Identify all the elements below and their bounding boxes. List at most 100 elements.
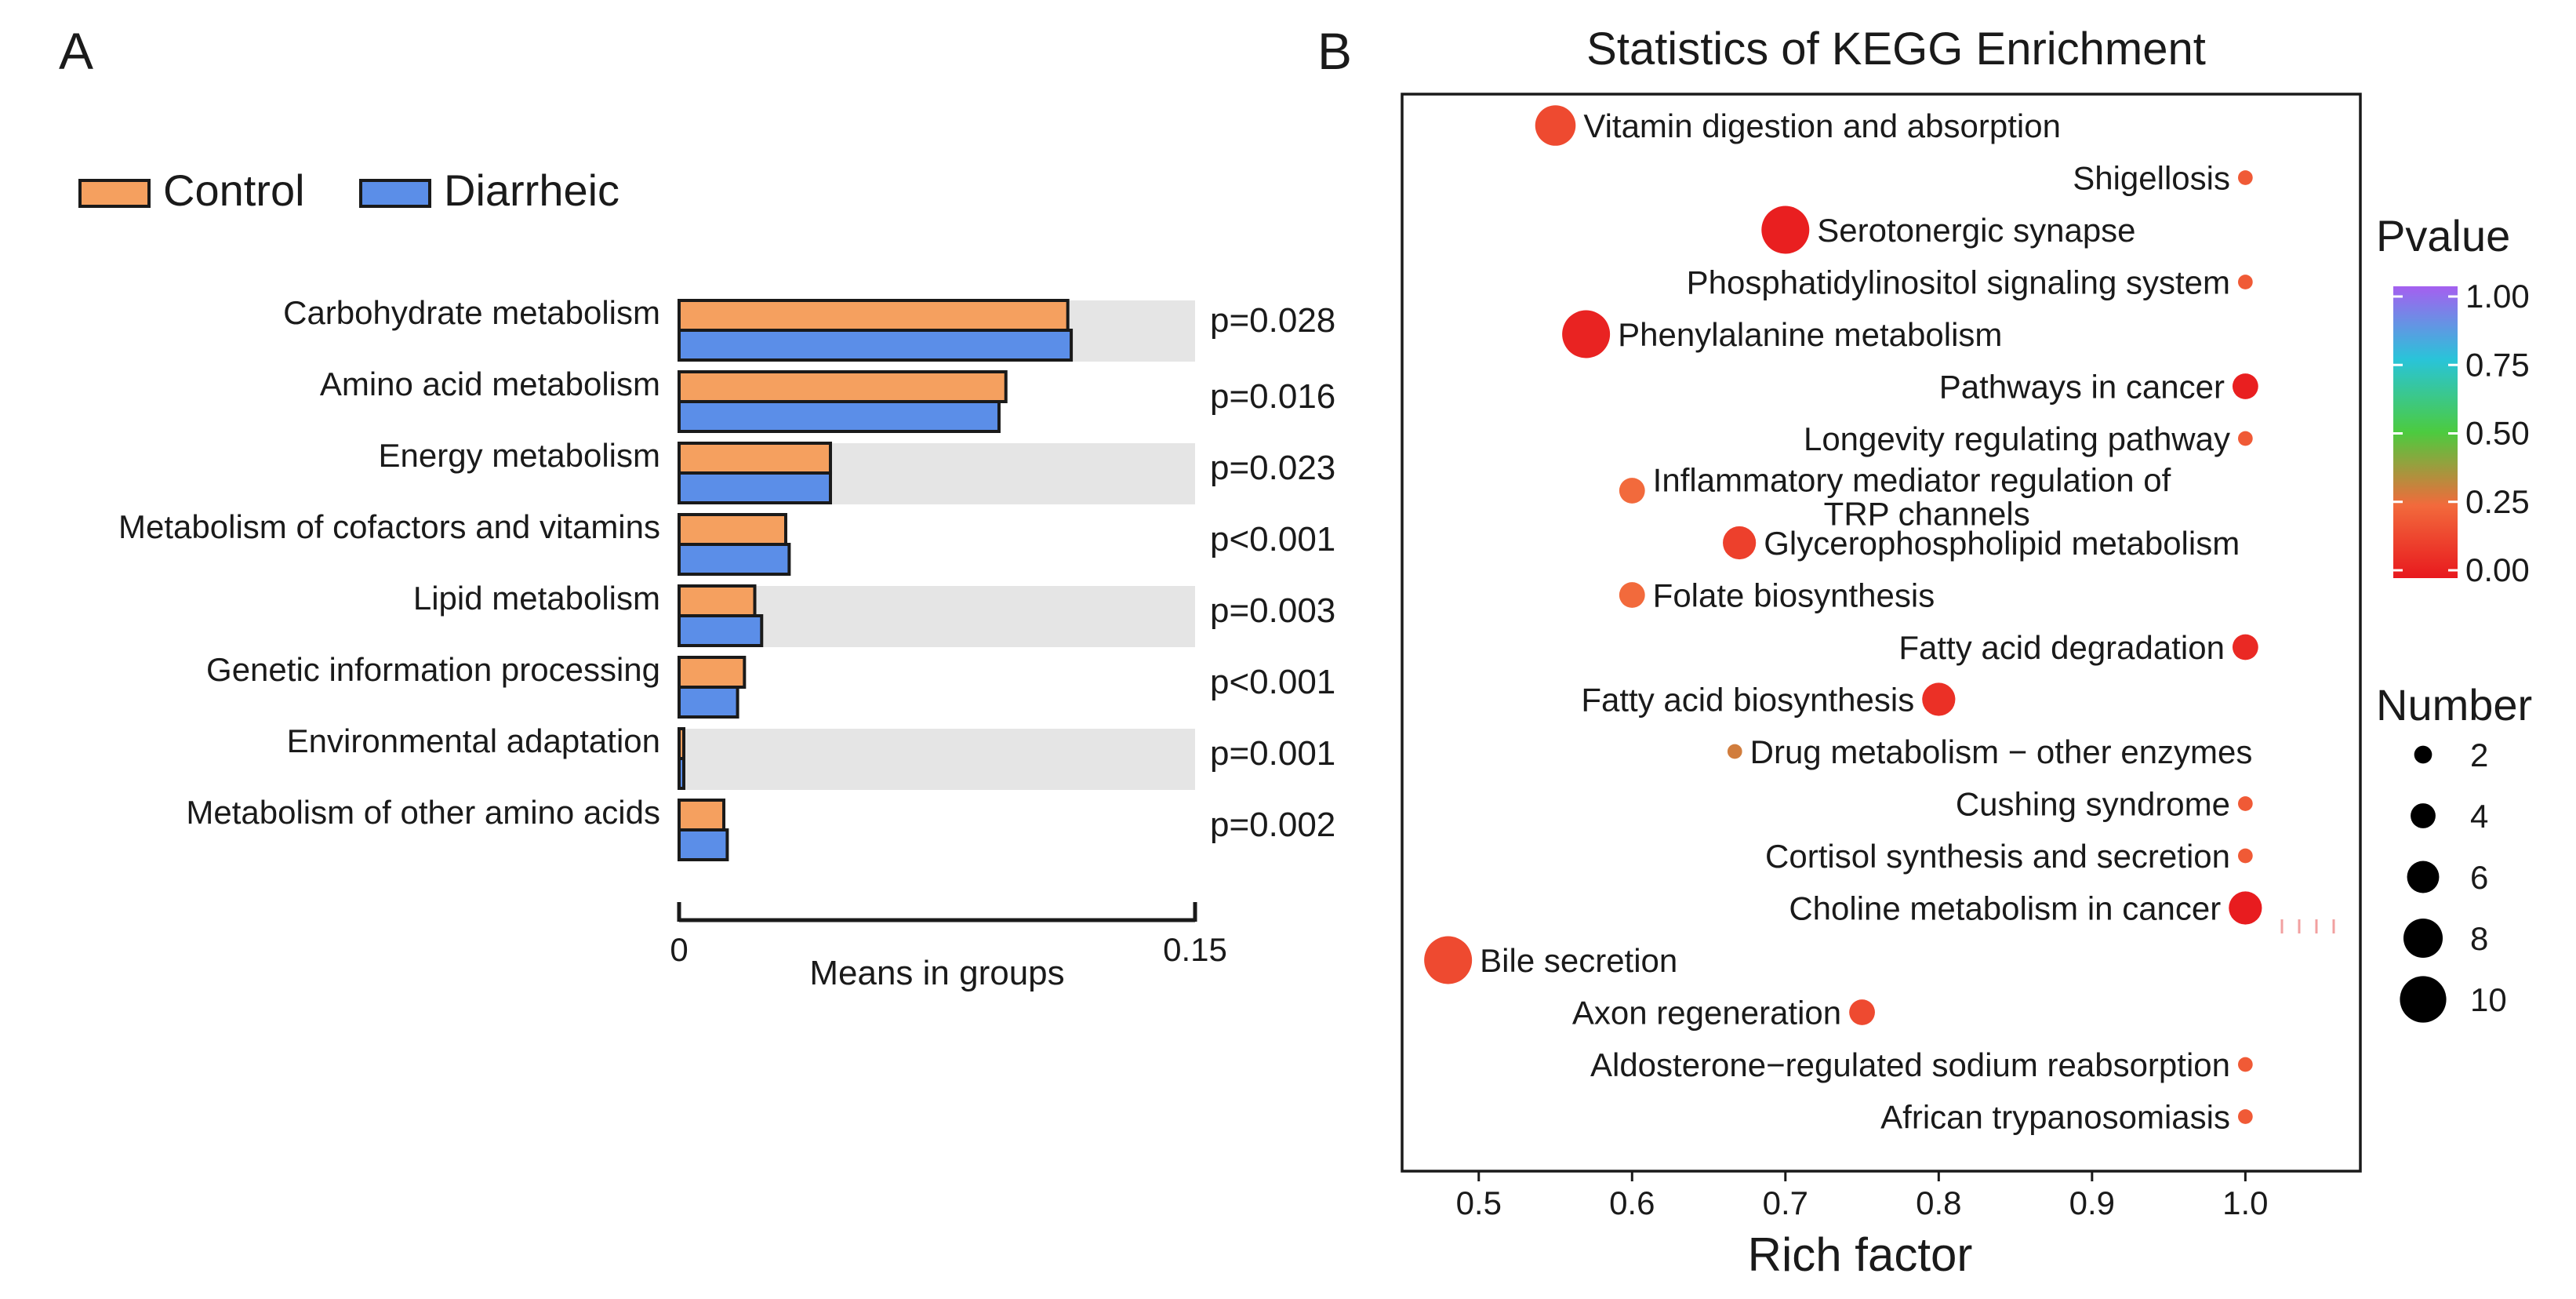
size-legend-dot	[2407, 861, 2440, 893]
p-value-label: p=0.016	[1210, 377, 1335, 416]
point-cortisol-synthesis-and-secretion	[2238, 848, 2253, 864]
p-value-label: p=0.023	[1210, 449, 1335, 487]
x-tick-label: 0.6	[1609, 1184, 1655, 1221]
bar-control-metabolism-of-other-amino-acids	[678, 799, 726, 831]
p-value-label: p<0.001	[1210, 520, 1335, 559]
pvalue-legend-title: Pvalue	[2376, 211, 2510, 260]
term-label: Vitamin digestion and absorption	[1583, 107, 2061, 144]
p-value-label: p=0.028	[1210, 301, 1335, 340]
bar-control-genetic-information-processing	[678, 656, 747, 689]
point-pathways-in-cancer	[2232, 373, 2258, 399]
number-legend-items: 2 4 6 8 10	[2400, 737, 2507, 1023]
colorbar-tick-label: 0.50	[2465, 415, 2530, 452]
panel-label-b: B	[1317, 22, 1352, 80]
term-label: Fatty acid degradation	[1898, 629, 2225, 666]
term-label: Glycerophospholipid metabolism	[1764, 525, 2240, 562]
bar-diarrheic-metabolism-of-other-amino-acids	[678, 828, 729, 861]
term-label: Cortisol synthesis and secretion	[1765, 838, 2230, 875]
term-label: Bile secretion	[1480, 942, 1677, 979]
point-choline-metabolism-in-cancer	[2229, 891, 2262, 925]
bar-control-lipid-metabolism	[678, 584, 757, 617]
legend-swatch-control	[78, 179, 151, 208]
row-band	[679, 729, 1195, 790]
point-drug-metabolism-other-enzymes	[1727, 744, 1742, 759]
legend-label-control: Control	[163, 166, 305, 215]
term-label: Fatty acid biosynthesis	[1581, 682, 1914, 719]
term-labels: Vitamin digestion and absorption Shigello…	[1480, 107, 2252, 1136]
bar-diarrheic-carbohydrate-metabolism	[678, 329, 1074, 362]
x-axis-b: 0.5 0.6 0.7 0.8 0.9 1.0	[1456, 1171, 2269, 1221]
bar-control-environmental-adaptation	[678, 727, 685, 760]
plot-frame	[1401, 93, 2362, 1173]
term-label: African trypanosomiasis	[1880, 1099, 2230, 1136]
term-label: Phenylalanine metabolism	[1618, 316, 2002, 353]
bar-control-metabolism-of-cofactors-and-vitamins	[678, 513, 787, 546]
bar-diarrheic-energy-metabolism	[678, 471, 833, 504]
p-value-label: p=0.003	[1210, 591, 1335, 630]
term-label: Phosphatidylinositol signaling system	[1687, 264, 2230, 301]
pvalue-ticks: 1.00 0.75 0.50 0.25 0.00	[2393, 278, 2530, 588]
point-inflammatory-mediator-regulation-of-trp-channels	[1619, 478, 1645, 504]
point-vitamin-digestion-and-absorption	[1535, 105, 1576, 146]
bar-control-carbohydrate-metabolism	[678, 299, 1070, 332]
panel-a: A Control Diarrheic Carbohydrate metabol…	[59, 22, 1335, 992]
point-glycerophospholipid-metabolism	[1723, 526, 1757, 560]
size-legend-dot	[2400, 976, 2447, 1023]
point-fatty-acid-biosynthesis	[1922, 682, 1956, 716]
term-label: Cushing syndrome	[1956, 786, 2230, 823]
category-label: Lipid metabolism	[413, 580, 660, 617]
pvalue-legend: Pvalue 1.00 0.75 0.50 0.25 0.00	[2376, 211, 2530, 588]
bar-control-amino-acid-metabolism	[678, 370, 1008, 403]
size-legend-dot	[2403, 918, 2443, 959]
size-legend-label: 4	[2470, 798, 2488, 835]
x-tick-label: 1.0	[2222, 1184, 2268, 1221]
p-value-label: p=0.001	[1210, 734, 1335, 773]
number-legend-title: Number	[2376, 680, 2532, 730]
point-serotonergic-synapse	[1761, 206, 1810, 254]
term-label: Serotonergic synapse	[1817, 212, 2135, 249]
number-legend: Number 2 4 6 8 10	[2376, 680, 2532, 1023]
point-african-trypanosomiasis	[2238, 1109, 2253, 1124]
bar-diarrheic-environmental-adaptation	[678, 757, 685, 790]
term-label: Pathways in cancer	[1939, 369, 2225, 406]
term-label: Shigellosis	[2073, 160, 2230, 197]
term-label: Folate biosynthesis	[1653, 577, 1935, 614]
colorbar-tick-label: 1.00	[2465, 278, 2530, 315]
term-label: Longevity regulating pathway	[1804, 420, 2230, 457]
bar-diarrheic-genetic-information-processing	[678, 686, 739, 719]
x-tick-label-start: 0	[670, 931, 688, 968]
bar-diarrheic-amino-acid-metabolism	[678, 400, 1001, 433]
category-label: Energy metabolism	[379, 437, 660, 474]
legend-swatch-diarrheic	[359, 179, 431, 208]
bar-control-energy-metabolism	[678, 442, 833, 475]
point-bile-secretion	[1424, 936, 1473, 984]
legend-label-diarrheic: Diarrheic	[444, 166, 619, 215]
x-axis-a: 0 0.15 Means in groups	[670, 902, 1227, 992]
size-legend-label: 2	[2470, 737, 2488, 773]
x-axis-title-b: Rich factor	[1748, 1228, 1973, 1281]
x-tick-label: 0.8	[1916, 1184, 1961, 1221]
point-axon-regeneration	[1849, 999, 1875, 1025]
size-legend-label: 8	[2470, 920, 2488, 957]
point-aldosterone-regulated-sodium-reabsorption	[2238, 1057, 2253, 1072]
category-label: Environmental adaptation	[287, 722, 660, 759]
x-tick-label: 0.9	[2069, 1184, 2115, 1221]
point-phenylalanine-metabolism	[1562, 310, 1611, 358]
colorbar-tick-label: 0.25	[2465, 483, 2530, 520]
p-value-label: p<0.001	[1210, 663, 1335, 701]
category-label: Amino acid metabolism	[320, 366, 660, 402]
term-label: Axon regeneration	[1572, 995, 1841, 1032]
p-value-label: p=0.002	[1210, 806, 1335, 844]
chart-title: Statistics of KEGG Enrichment	[1586, 24, 2206, 75]
category-label: Metabolism of other amino acids	[186, 794, 660, 831]
term-label: Choline metabolism in cancer	[1789, 890, 2221, 927]
bar-diarrheic-metabolism-of-cofactors-and-vitamins	[678, 543, 791, 576]
term-label-cont: TRP channels	[1824, 496, 2030, 533]
size-legend-dot	[2414, 745, 2432, 764]
legend-a: Control Diarrheic	[78, 166, 619, 215]
point-phosphatidylinositol-signaling-system	[2238, 275, 2253, 289]
term-label: Inflammatory mediator regulation of	[1653, 462, 2171, 499]
panel-label-a: A	[59, 22, 93, 80]
x-tick-label-end: 0.15	[1163, 931, 1227, 968]
x-tick-label: 0.5	[1456, 1184, 1502, 1221]
